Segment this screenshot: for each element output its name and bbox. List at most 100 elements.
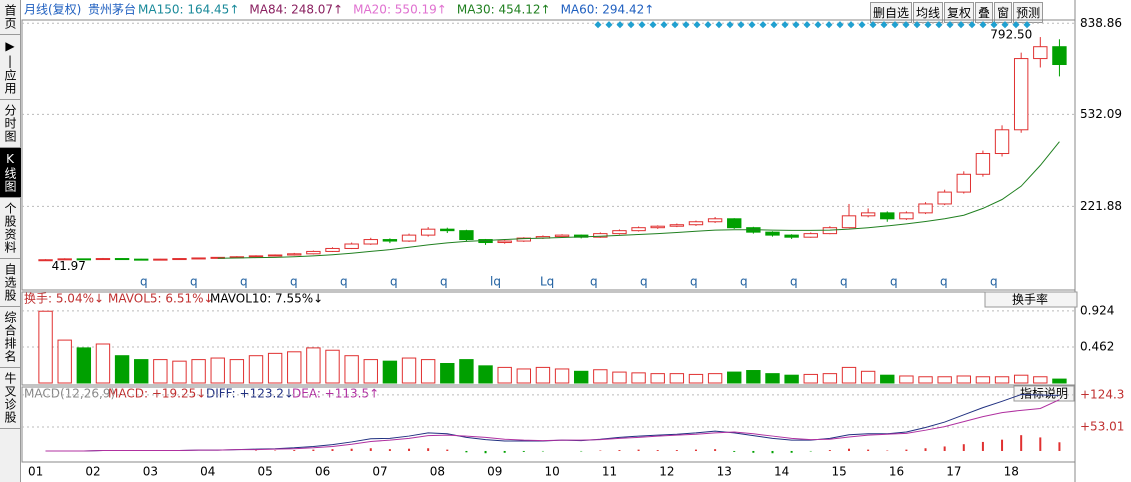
volume-bar <box>267 352 283 384</box>
candle-body <box>344 243 359 249</box>
toolbar-button[interactable]: 删自选 <box>870 2 913 23</box>
volume-bar <box>573 370 589 384</box>
candle-body <box>918 203 933 214</box>
marker-diamond <box>715 21 723 29</box>
candle-body <box>650 225 665 229</box>
volume-bar <box>975 376 991 384</box>
candle-body <box>363 239 378 245</box>
volume-bar <box>1052 378 1067 384</box>
volume-bar <box>880 374 895 384</box>
volume-bar <box>535 366 551 384</box>
volume-bar <box>994 376 1010 384</box>
selector-box[interactable] <box>984 291 1078 308</box>
event-marker: lq <box>490 275 501 289</box>
x-tick-label: 07 <box>372 465 387 479</box>
volume-bar <box>440 363 455 384</box>
candle-body <box>57 258 72 261</box>
dea-line <box>45 399 1060 452</box>
marker-diamond <box>660 21 668 29</box>
candle-body <box>440 228 455 232</box>
sidebar-tab[interactable]: 个股资料 <box>0 198 21 259</box>
x-tick-label: 13 <box>717 465 732 479</box>
volume-bar <box>899 375 914 384</box>
volume-bar <box>669 373 685 384</box>
marker-diamond <box>1001 21 1009 29</box>
volume-title: 换手: 5.04%↓ <box>24 292 104 306</box>
help-button[interactable] <box>1013 385 1075 402</box>
volume-bar <box>76 347 92 384</box>
marker-diamond <box>979 21 987 29</box>
volume-bar <box>937 376 952 384</box>
high-label: 792.50 <box>990 28 1032 42</box>
candle-body <box>95 258 111 261</box>
marker-diamond <box>737 21 745 29</box>
ma30-line <box>217 141 1060 259</box>
event-marker: q <box>890 275 898 289</box>
volume-bar <box>765 373 780 384</box>
candle-body <box>937 191 952 205</box>
x-tick-label: 04 <box>200 465 215 479</box>
event-marker: q <box>190 275 198 289</box>
candle-body <box>287 253 302 256</box>
marker-diamond <box>704 21 712 29</box>
marker-diamond <box>792 21 800 29</box>
y-tick-label: +53.01 <box>1080 420 1124 434</box>
candle-body <box>975 153 991 175</box>
stock-name: 贵州茅台 <box>88 2 136 17</box>
x-tick-label: 11 <box>602 465 617 479</box>
x-tick-label: 12 <box>659 465 674 479</box>
x-tick-label: 17 <box>946 465 961 479</box>
candle-body <box>612 230 627 235</box>
marker-diamond <box>836 21 844 29</box>
x-tick-label: 01 <box>28 465 43 479</box>
volume-bar <box>210 357 225 384</box>
candle-body <box>669 224 685 227</box>
toolbar-button[interactable]: 叠 <box>975 2 994 23</box>
panel-frame <box>21 19 1076 291</box>
sidebar-tab[interactable]: 自选股 <box>0 259 21 307</box>
sidebar-tab[interactable]: 首页 <box>0 0 21 35</box>
volume-bar <box>707 373 723 384</box>
candle-body <box>707 218 723 223</box>
marker-diamond <box>748 21 756 29</box>
event-marker: q <box>840 275 848 289</box>
toolbar-button[interactable]: 预测 <box>1013 2 1044 23</box>
marker-diamond <box>957 21 965 29</box>
volume-bar <box>95 343 111 384</box>
event-marker: q <box>240 275 248 289</box>
candle-body <box>1052 46 1067 66</box>
candle-body <box>401 234 417 242</box>
legend-item: MA30: 454.12↑ <box>457 3 551 17</box>
sidebar-tab[interactable]: 分时图 <box>0 100 21 148</box>
y-tick-label: 838.86 <box>1080 16 1122 30</box>
period-label: 月线(复权) <box>24 3 81 17</box>
candle-body <box>459 230 474 241</box>
event-marker: q <box>640 275 648 289</box>
sidebar-tab[interactable]: ▶|应用 <box>0 35 21 100</box>
sidebar-tab[interactable]: 综合排名 <box>0 307 21 368</box>
volume-selector: 换手率 <box>1012 292 1048 307</box>
volume-bar <box>918 376 933 384</box>
marker-diamond <box>902 21 910 29</box>
marker-diamond <box>671 21 679 29</box>
candle-body <box>956 173 971 193</box>
x-tick-label: 16 <box>889 465 904 479</box>
candle-body <box>114 258 130 261</box>
event-marker: q <box>740 275 748 289</box>
marker-diamond <box>781 21 789 29</box>
legend-item: MA84: 248.07↑ <box>249 3 343 17</box>
sidebar-tab[interactable]: K线图 <box>0 148 21 198</box>
sidebar-tab[interactable]: 牛叉诊股 <box>0 368 21 429</box>
volume-bar <box>134 359 149 384</box>
volume-bar <box>593 369 608 384</box>
toolbar-button[interactable]: 窗 <box>994 2 1013 23</box>
volume-bar <box>746 370 761 384</box>
toolbar-button[interactable]: 均线 <box>913 2 944 23</box>
volume-bar <box>554 368 570 384</box>
toolbar-button[interactable]: 复权 <box>944 2 975 23</box>
candle-body <box>134 258 149 261</box>
candle-body <box>306 250 321 255</box>
volume-bar <box>306 347 321 384</box>
candle-body <box>1033 46 1048 60</box>
